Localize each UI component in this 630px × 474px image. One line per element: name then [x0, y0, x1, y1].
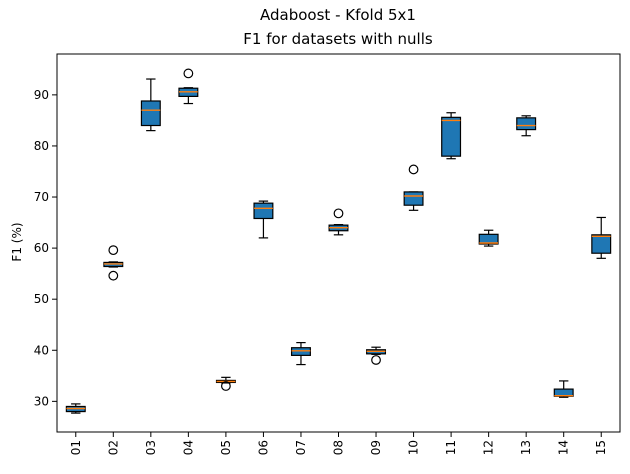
chart-subtitle: F1 for datasets with nulls [243, 30, 433, 48]
box-12 [478, 233, 499, 245]
x-tick-label: 04 [181, 440, 195, 455]
outlier-point [408, 164, 419, 175]
plot-area: 30 40 50 60 70 80 90 01 02 03 04 05 06 07 08 09 10 11 12 13… [34, 53, 621, 455]
x-tick-label: 08 [332, 440, 346, 455]
y-tick-label: 80 [34, 139, 49, 153]
outlier-point [371, 355, 381, 365]
outlier-point [220, 381, 231, 391]
outlier-point [333, 208, 344, 219]
x-tick-label: 03 [144, 440, 158, 455]
y-axis-label: F1 (%) [10, 222, 24, 261]
y-tick-label: 70 [34, 190, 49, 204]
x-tick-label: 05 [219, 440, 233, 455]
box-10 [403, 191, 424, 206]
box-15 [591, 234, 612, 254]
x-tick-label: 12 [482, 440, 496, 455]
x-tick-label: 15 [594, 440, 608, 455]
x-tick-label: 13 [519, 440, 533, 455]
x-tick-label: 11 [444, 440, 458, 455]
y-tick-label: 90 [34, 88, 49, 102]
x-tick-label: 14 [557, 440, 571, 455]
box-13 [516, 117, 537, 131]
x-tick-label: 07 [294, 440, 308, 455]
chart-title: Adaboost - Kfold 5x1 [260, 6, 416, 24]
x-tick-label: 10 [407, 440, 421, 455]
y-tick-label: 60 [34, 241, 49, 255]
box-03 [140, 100, 161, 127]
y-tick-label: 50 [34, 292, 49, 306]
y-tick-label: 40 [34, 343, 49, 357]
outlier-point [108, 270, 119, 281]
x-tick-label: 06 [256, 440, 270, 455]
outlier-point [108, 245, 119, 256]
box-07 [290, 347, 311, 356]
x-tick-label: 01 [69, 440, 83, 455]
box-06 [253, 202, 274, 220]
y-tick-label: 30 [34, 394, 49, 408]
outlier-point [183, 68, 194, 79]
box-11 [441, 116, 462, 157]
x-tick-label: 09 [369, 440, 383, 455]
x-tick-label: 02 [106, 440, 120, 455]
